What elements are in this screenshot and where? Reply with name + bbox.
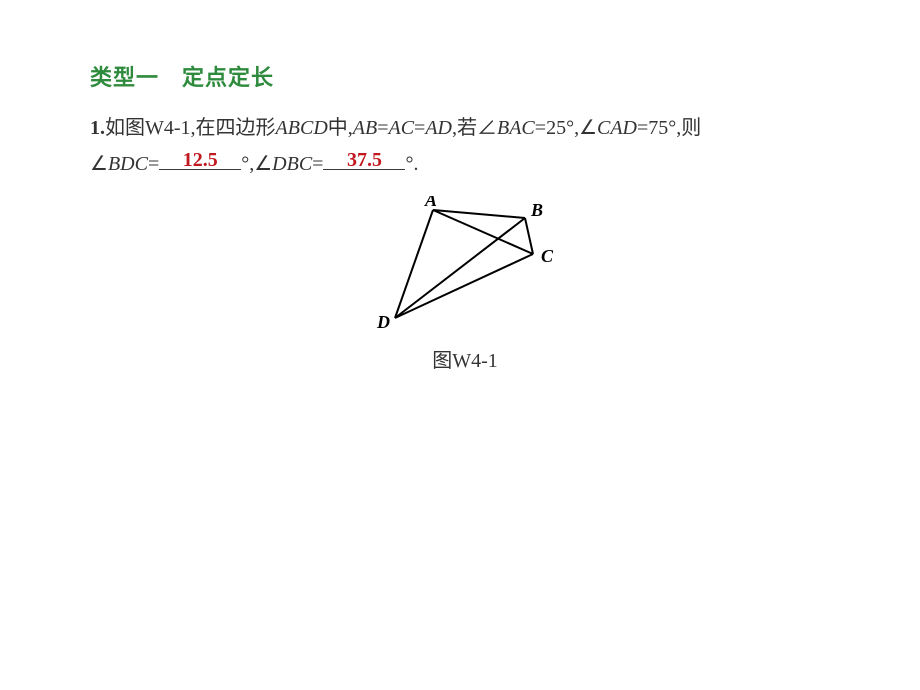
angle-bac-val: 25° — [546, 117, 574, 139]
figure-area: A B C D 图W4-1 — [90, 196, 840, 373]
figure-label-a: A — [424, 196, 437, 210]
geometry-figure: A B C D — [365, 196, 565, 336]
angle-symbol: ∠ — [477, 117, 497, 139]
equals-sign: = — [535, 117, 546, 139]
var-abcd: ABCD — [276, 117, 328, 139]
text-segment: 中, — [328, 117, 353, 139]
angle-dbc: DBC — [272, 153, 312, 175]
section-title: 类型一 定点定长 — [90, 60, 840, 92]
angle-bdc: BDC — [108, 153, 148, 175]
equals-sign: = — [637, 117, 648, 139]
figure-edge — [395, 210, 433, 318]
equals-sign: = — [414, 117, 425, 139]
figure-edge — [395, 218, 525, 318]
angle-symbol: ∠ — [90, 153, 108, 175]
text-segment: ,若 — [452, 117, 477, 139]
equals-sign: = — [377, 117, 388, 139]
figure-edge — [525, 218, 533, 254]
text-segment: ,则 — [676, 117, 701, 139]
problem-number: 1. — [90, 117, 105, 139]
blank-2: 37.5 — [323, 147, 405, 174]
eq-ac: AC — [388, 117, 414, 139]
figure-label-c: C — [541, 246, 554, 266]
equals-sign: = — [312, 153, 323, 175]
equals-sign: = — [148, 153, 159, 175]
figure-label-d: D — [376, 312, 390, 332]
figure-caption: 图W4-1 — [90, 344, 840, 373]
figure-label-b: B — [530, 200, 543, 220]
text-segment: 如图W4-1,在四边形 — [105, 117, 276, 139]
angle-bac: BAC — [497, 117, 535, 139]
angle-cad: CAD — [597, 117, 637, 139]
blank-1: 12.5 — [159, 147, 241, 174]
figure-edge — [395, 254, 533, 318]
problem-text: 1.如图W4-1,在四边形ABCD中,AB=AC=AD,若∠BAC=25°,∠C… — [90, 110, 840, 182]
angle-symbol: ∠ — [254, 153, 272, 175]
eq-ad: AD — [425, 117, 452, 139]
text-end: . — [413, 153, 418, 175]
blank-1-answer: 12.5 — [159, 150, 241, 170]
angle-cad-val: 75° — [648, 117, 676, 139]
eq-ab: AB — [353, 117, 377, 139]
angle-symbol: ∠ — [579, 117, 597, 139]
blank-2-answer: 37.5 — [323, 150, 405, 170]
